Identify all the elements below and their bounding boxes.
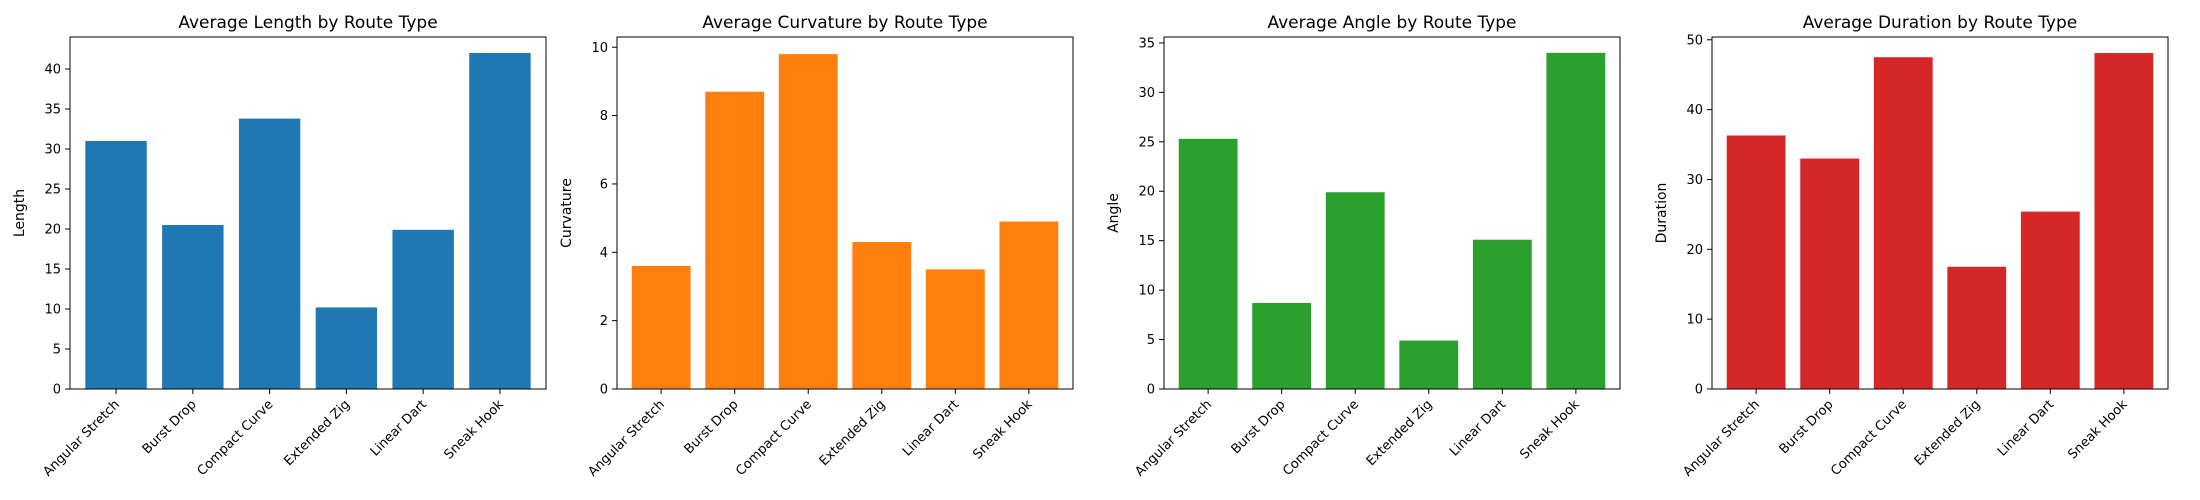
bar-1: [631, 265, 691, 389]
y-tick-label: 40: [44, 63, 61, 78]
axes-frame: [1163, 36, 1621, 390]
bar-2: [1252, 302, 1312, 389]
y-tick-label: 10: [591, 41, 608, 56]
y-tick-label: 50: [1686, 33, 1703, 48]
bar-6: [999, 221, 1059, 389]
bar-4: [315, 307, 378, 389]
bar-2: [705, 91, 765, 390]
bar-4: [852, 242, 912, 389]
y-axis-label: Length: [12, 189, 28, 237]
bar-1: [1178, 138, 1238, 389]
chart-title: Average Angle by Route Type: [1267, 13, 1516, 33]
y-tick-label: 6: [600, 177, 608, 192]
bar-2: [162, 225, 224, 389]
y-tick-label: 8: [600, 109, 608, 124]
y-axis-label: Duration: [1654, 183, 1670, 244]
y-tick-label: 40: [1686, 103, 1703, 118]
y-axis-label: Curvature: [559, 178, 575, 248]
y-tick-label: 15: [1138, 234, 1155, 249]
bar-4: [1947, 266, 2007, 389]
bar-3: [1873, 57, 1933, 389]
chart-title: Average Duration by Route Type: [1803, 13, 2078, 33]
bar-5: [925, 269, 985, 389]
y-tick-label: 0: [600, 383, 608, 398]
y-tick-label: 15: [44, 263, 61, 278]
y-tick-label: 20: [1138, 185, 1155, 200]
bar-6: [2094, 53, 2154, 390]
y-tick-label: 5: [53, 343, 61, 358]
bar-5: [2020, 211, 2080, 389]
y-tick-label: 0: [53, 383, 61, 398]
y-tick-label: 30: [1138, 86, 1155, 101]
bar-6: [1546, 52, 1606, 389]
chart-title: Average Curvature by Route Type: [702, 13, 987, 33]
bar-5: [1472, 239, 1532, 389]
y-tick-label: 10: [44, 303, 61, 318]
y-tick-label: 25: [44, 183, 61, 198]
bar-2: [1800, 158, 1860, 389]
y-tick-label: 30: [44, 143, 61, 158]
y-tick-label: 5: [1147, 333, 1155, 348]
chart-title: Average Length by Route Type: [178, 13, 437, 33]
y-tick-label: 20: [1686, 243, 1703, 258]
axes-frame: [616, 36, 1074, 390]
bar-1: [85, 141, 147, 389]
bar-5: [392, 229, 454, 389]
y-tick-label: 25: [1138, 135, 1155, 150]
bar-1: [1726, 135, 1786, 389]
axes-frame: [1711, 36, 2169, 390]
bar-3: [238, 118, 301, 389]
bar-3: [1325, 192, 1385, 389]
y-tick-label: 2: [600, 314, 608, 329]
bar-6: [469, 53, 531, 389]
y-tick-label: 10: [1138, 284, 1155, 299]
y-tick-label: 0: [1147, 383, 1155, 398]
y-tick-label: 20: [44, 223, 61, 238]
y-axis-label: Angle: [1106, 193, 1122, 233]
axes-frame: [69, 36, 547, 390]
y-tick-label: 35: [44, 103, 61, 118]
bar-3: [778, 54, 838, 390]
y-tick-label: 4: [600, 246, 608, 261]
y-tick-label: 0: [1695, 383, 1703, 398]
bar-4: [1399, 340, 1459, 389]
y-tick-label: 30: [1686, 173, 1703, 188]
y-tick-label: 35: [1138, 36, 1155, 51]
y-tick-label: 10: [1686, 313, 1703, 328]
